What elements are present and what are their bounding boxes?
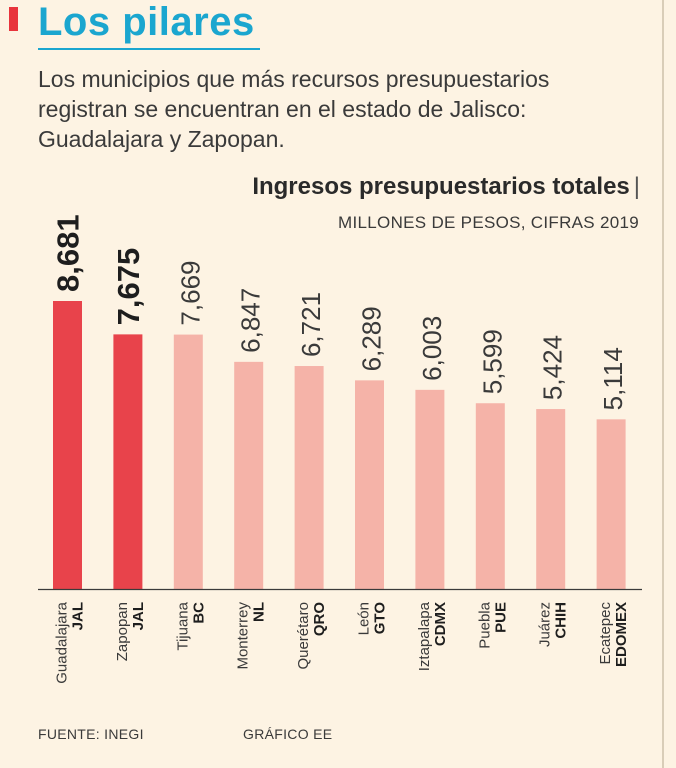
state-label: NL [251, 602, 268, 622]
category-label: Querétaro [295, 602, 312, 670]
footer-source: FUENTE: INEGI [38, 726, 144, 742]
category-label: Juárez [537, 602, 554, 647]
state-label: CDMX [432, 602, 449, 646]
state-label: GTO [372, 602, 389, 635]
value-label: 5,424 [538, 335, 568, 400]
bar-ecatepec [596, 419, 626, 589]
chart-title-text: Ingresos presupuestarios totales [252, 173, 630, 200]
value-label: 6,003 [417, 316, 447, 381]
footer-credit: GRÁFICO EE [243, 726, 333, 742]
category-label: León [356, 602, 373, 635]
value-label: 7,675 [111, 248, 146, 326]
state-label: EDOMEX [613, 602, 630, 667]
bar-juárez [536, 409, 566, 589]
value-label: 5,599 [477, 329, 507, 394]
state-label: JAL [130, 602, 147, 630]
state-label: CHIH [553, 602, 570, 639]
title-underline [38, 48, 260, 50]
category-label: Monterrey [235, 602, 252, 670]
page-subtitle: Los municipios que más recursos presupue… [38, 66, 550, 152]
bar-león [355, 380, 384, 589]
state-label: QRO [311, 602, 328, 637]
category-label: Guadalajara [54, 601, 71, 683]
bar-monterrey [234, 361, 264, 589]
bar-guadalajara [53, 301, 82, 589]
state-label: PUE [492, 602, 509, 633]
value-label: 6,721 [296, 292, 326, 357]
category-label: Ecatepec [597, 602, 614, 665]
right-divider [662, 0, 664, 768]
chart-title: Ingresos presupuestarios totales | [252, 173, 640, 201]
bar-iztapalapa [415, 389, 445, 589]
category-label: Puebla [476, 601, 493, 648]
page-title: Los pilares [38, 0, 255, 44]
chart-title-separator: | [633, 173, 640, 200]
value-label: 7,669 [175, 260, 205, 325]
chart-unit: MILLONES DE PESOS, CIFRAS 2019 [338, 213, 639, 232]
state-label: JAL [70, 602, 87, 630]
value-label: 6,847 [236, 288, 266, 353]
accent-bar [9, 7, 18, 31]
category-label: Zapopan [114, 602, 131, 661]
state-label: BC [190, 602, 207, 624]
value-label: 5,114 [598, 347, 628, 410]
category-label: Tijuana [174, 601, 191, 650]
bar-tijuana [173, 334, 203, 589]
bar-zapopan [113, 334, 143, 589]
value-label: 8,681 [51, 214, 86, 292]
bar-querétaro [294, 366, 324, 589]
value-label: 6,289 [357, 306, 387, 371]
category-label: Iztapalapa [416, 601, 433, 671]
bar-puebla [475, 403, 505, 589]
